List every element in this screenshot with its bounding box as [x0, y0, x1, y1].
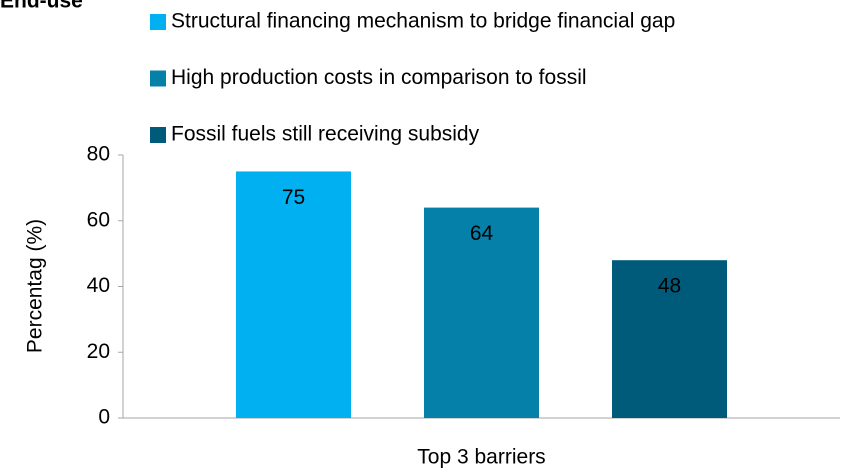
y-tick-label: 0	[98, 406, 110, 429]
y-tick-label: 20	[87, 340, 110, 363]
legend-swatch	[150, 14, 166, 30]
legend-label: Structural financing mechanism to bridge…	[171, 10, 675, 33]
legend-label: High production costs in comparison to f…	[171, 66, 587, 89]
chart-title: End-use	[0, 0, 83, 13]
y-tick-label: 80	[87, 143, 110, 166]
bar	[424, 207, 539, 418]
bar	[236, 171, 351, 418]
x-tick-label: Top 3 barriers	[417, 446, 545, 469]
legend-swatch	[150, 70, 166, 87]
y-tick-label: 40	[87, 274, 110, 297]
y-tick-label: 60	[87, 208, 110, 231]
legend-swatch	[150, 127, 166, 143]
data-label: 48	[658, 275, 681, 298]
data-label: 75	[282, 186, 305, 209]
y-axis-label: Percentag (%)	[24, 219, 47, 353]
legend-label: Fossil fuels still receiving subsidy	[171, 123, 480, 146]
data-label: 64	[470, 222, 494, 245]
bar	[612, 260, 727, 418]
